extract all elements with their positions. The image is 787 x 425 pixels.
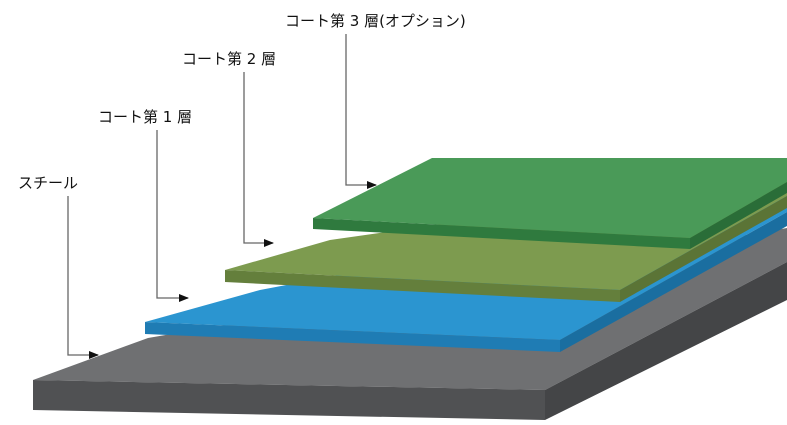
leader-steel bbox=[67, 196, 99, 359]
label-steel: スチール bbox=[18, 174, 78, 192]
leader-coat-3 bbox=[345, 34, 377, 189]
label-coat-3: コート第 3 層(オプション) bbox=[285, 12, 466, 30]
label-coat-2: コート第 2 層 bbox=[182, 50, 276, 68]
leader-coat-2 bbox=[243, 72, 274, 247]
label-coat-1: コート第 1 層 bbox=[98, 108, 192, 126]
coat-3-layer bbox=[313, 158, 787, 249]
leader-coat-1 bbox=[156, 130, 189, 302]
